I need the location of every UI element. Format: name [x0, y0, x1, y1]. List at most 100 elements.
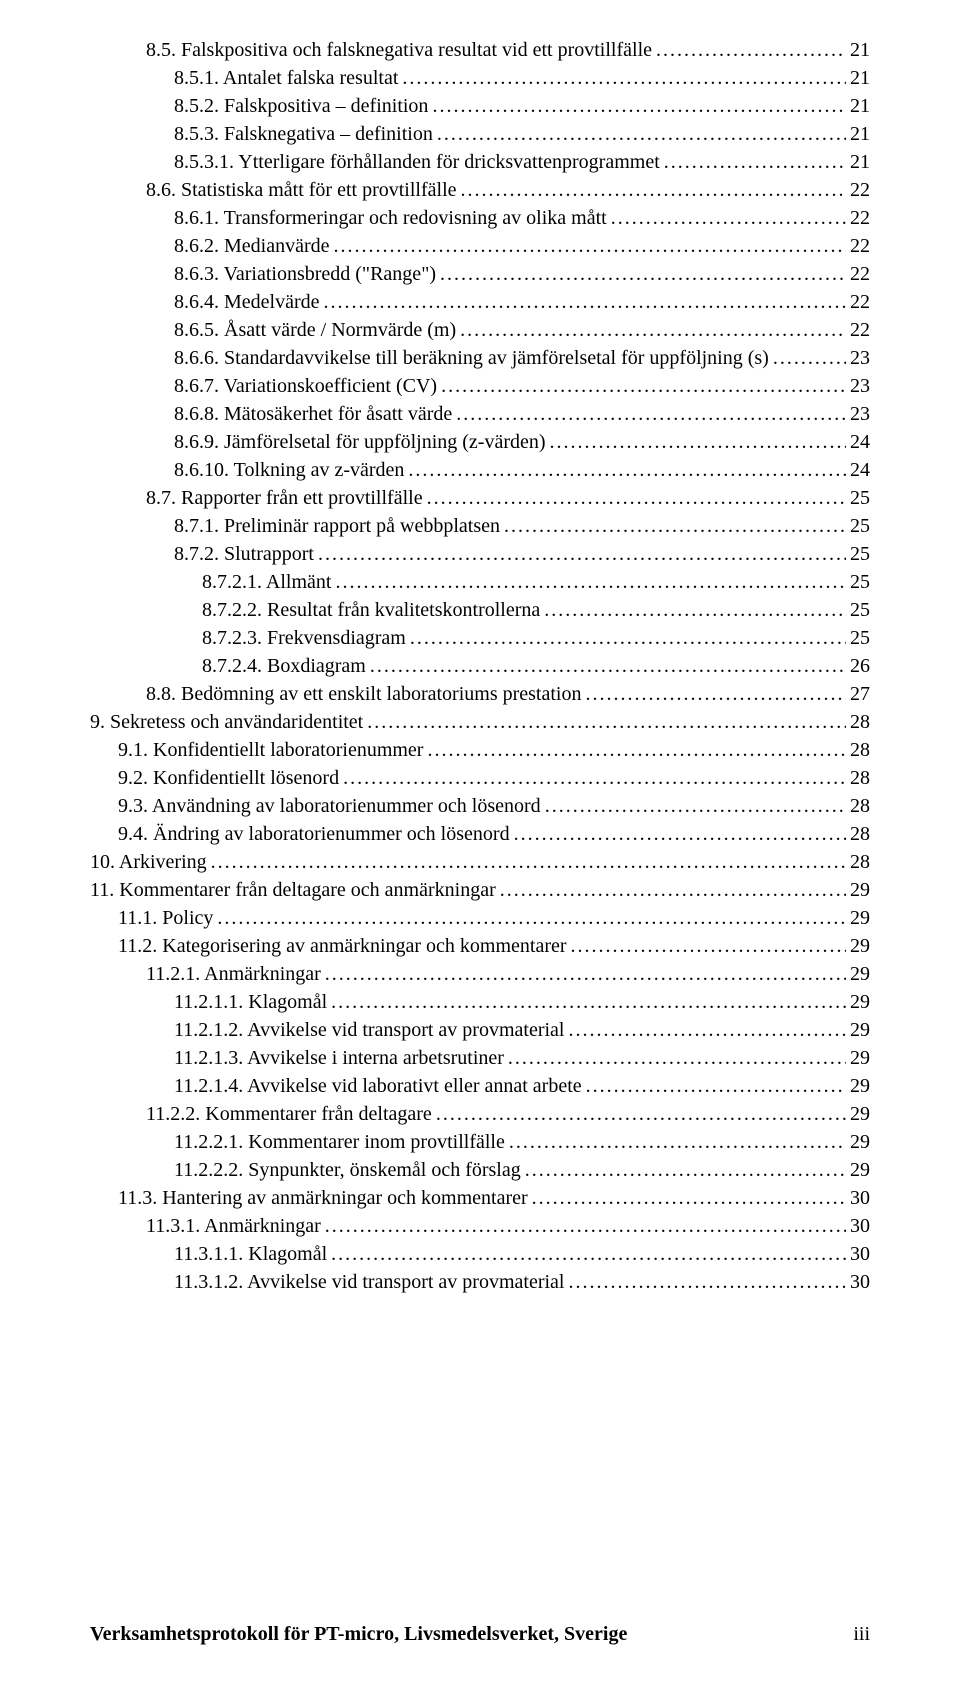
toc-entry-page: 22	[850, 288, 870, 316]
document-page: 8.5. Falskpositiva och falsknegativa res…	[0, 0, 960, 1688]
toc-entry: 8.5. Falskpositiva och falsknegativa res…	[90, 36, 870, 64]
toc-entry-label: 11. Kommentarer från deltagare och anmär…	[90, 876, 496, 904]
toc-leader-dots	[324, 288, 846, 316]
toc-entry-label: 8.5.3. Falsknegativa – definition	[174, 120, 433, 148]
toc-entry-page: 27	[850, 680, 870, 708]
toc-entry: 8.6.7. Variationskoefficient (CV) 23	[90, 372, 870, 400]
toc-entry-label: 11.3.1.1. Klagomål	[174, 1240, 327, 1268]
toc-leader-dots	[664, 148, 846, 176]
toc-entry-page: 22	[850, 204, 870, 232]
toc-entry-label: 8.7.1. Preliminär rapport på webbplatsen	[174, 512, 500, 540]
toc-entry: 11.3.1. Anmärkningar 30	[90, 1212, 870, 1240]
toc-leader-dots	[568, 1016, 846, 1044]
toc-entry-page: 29	[850, 1156, 870, 1184]
toc-entry-page: 23	[850, 400, 870, 428]
page-footer: Verksamhetsprotokoll för PT-micro, Livsm…	[90, 1623, 870, 1646]
toc-entry: 8.6.8. Mätosäkerhet för åsatt värde 23	[90, 400, 870, 428]
toc-entry-label: 8.7. Rapporter från ett provtillfälle	[146, 484, 423, 512]
toc-entry-page: 29	[850, 932, 870, 960]
toc-entry-page: 29	[850, 1072, 870, 1100]
toc-entry: 11.2. Kategorisering av anmärkningar och…	[90, 932, 870, 960]
toc-entry-label: 8.7.2. Slutrapport	[174, 540, 314, 568]
toc-leader-dots	[331, 1240, 846, 1268]
toc-leader-dots	[585, 680, 846, 708]
footer-text: Verksamhetsprotokoll för PT-micro, Livsm…	[90, 1623, 627, 1646]
toc-leader-dots	[568, 1268, 846, 1296]
toc-entry-label: 8.6.4. Medelvärde	[174, 288, 320, 316]
toc-entry: 11.2.1.1. Klagomål 29	[90, 988, 870, 1016]
toc-entry-label: 11.3. Hantering av anmärkningar och komm…	[118, 1184, 528, 1212]
toc-leader-dots	[508, 1044, 846, 1072]
toc-entry-label: 11.2.2.1. Kommentarer inom provtillfälle	[174, 1128, 505, 1156]
toc-entry: 8.7.2.3. Frekvensdiagram 25	[90, 624, 870, 652]
toc-entry-label: 8.6.1. Transformeringar och redovisning …	[174, 204, 607, 232]
toc-entry-label: 9.2. Konfidentiellt lösenord	[118, 764, 339, 792]
toc-entry: 9.4. Ändring av laboratorienummer och lö…	[90, 820, 870, 848]
toc-entry-page: 29	[850, 960, 870, 988]
toc-entry-page: 23	[850, 372, 870, 400]
toc-leader-dots	[509, 1128, 846, 1156]
toc-leader-dots	[410, 624, 846, 652]
toc-entry: 8.6.6. Standardavvikelse till beräkning …	[90, 344, 870, 372]
toc-entry-page: 25	[850, 512, 870, 540]
toc-entry: 8.6.1. Transformeringar och redovisning …	[90, 204, 870, 232]
toc-entry: 11.3.1.2. Avvikelse vid transport av pro…	[90, 1268, 870, 1296]
toc-leader-dots	[532, 1184, 846, 1212]
toc-entry-label: 11.3.1. Anmärkningar	[146, 1212, 321, 1240]
toc-entry-page: 29	[850, 1016, 870, 1044]
table-of-contents: 8.5. Falskpositiva och falsknegativa res…	[90, 36, 870, 1296]
toc-leader-dots	[544, 596, 846, 624]
toc-leader-dots	[318, 540, 846, 568]
toc-entry: 8.5.3.1. Ytterligare förhållanden för dr…	[90, 148, 870, 176]
toc-entry-page: 25	[850, 484, 870, 512]
toc-entry: 8.5.3. Falsknegativa – definition 21	[90, 120, 870, 148]
toc-entry: 11.2.1. Anmärkningar 29	[90, 960, 870, 988]
toc-entry-page: 21	[850, 148, 870, 176]
toc-entry-page: 29	[850, 904, 870, 932]
toc-entry-page: 25	[850, 624, 870, 652]
toc-entry: 8.6.10. Tolkning av z-värden 24	[90, 456, 870, 484]
toc-entry-label: 8.7.2.4. Boxdiagram	[202, 652, 366, 680]
toc-entry-label: 9. Sekretess och användaridentitet	[90, 708, 363, 736]
toc-leader-dots	[436, 1100, 846, 1128]
toc-entry-label: 8.5. Falskpositiva och falsknegativa res…	[146, 36, 652, 64]
toc-entry: 11.2.1.3. Avvikelse i interna arbetsruti…	[90, 1044, 870, 1072]
toc-leader-dots	[461, 176, 847, 204]
toc-entry-page: 28	[850, 848, 870, 876]
toc-leader-dots	[335, 568, 846, 596]
toc-leader-dots	[656, 36, 846, 64]
toc-entry-label: 11.2.1.1. Klagomål	[174, 988, 327, 1016]
toc-entry-page: 30	[850, 1184, 870, 1212]
toc-entry-label: 11.2.1. Anmärkningar	[146, 960, 321, 988]
toc-entry-page: 25	[850, 540, 870, 568]
toc-entry: 10. Arkivering 28	[90, 848, 870, 876]
toc-entry-page: 29	[850, 876, 870, 904]
toc-entry: 8.7.2.2. Resultat från kvalitetskontroll…	[90, 596, 870, 624]
toc-entry-label: 11.1. Policy	[118, 904, 213, 932]
toc-leader-dots	[343, 764, 846, 792]
toc-entry: 11.3. Hantering av anmärkningar och komm…	[90, 1184, 870, 1212]
toc-entry: 9.3. Användning av laboratorienummer och…	[90, 792, 870, 820]
toc-leader-dots	[325, 1212, 846, 1240]
toc-entry-label: 11.2.1.2. Avvikelse vid transport av pro…	[174, 1016, 564, 1044]
toc-entry-label: 8.8. Bedömning av ett enskilt laboratori…	[146, 680, 581, 708]
toc-entry: 9.2. Konfidentiellt lösenord 28	[90, 764, 870, 792]
toc-leader-dots	[550, 428, 846, 456]
toc-entry-page: 28	[850, 820, 870, 848]
toc-entry-label: 9.3. Användning av laboratorienummer och…	[118, 792, 541, 820]
toc-entry: 11.3.1.1. Klagomål 30	[90, 1240, 870, 1268]
toc-leader-dots	[370, 652, 846, 680]
toc-entry-label: 8.6.5. Åsatt värde / Normvärde (m)	[174, 316, 456, 344]
toc-entry: 11.2.2.2. Synpunkter, önskemål och försl…	[90, 1156, 870, 1184]
toc-entry-label: 11.2.1.4. Avvikelse vid laborativt eller…	[174, 1072, 582, 1100]
toc-entry: 11.2.2. Kommentarer från deltagare 29	[90, 1100, 870, 1128]
toc-entry-page: 22	[850, 176, 870, 204]
toc-leader-dots	[441, 372, 846, 400]
toc-entry-page: 21	[850, 120, 870, 148]
toc-entry-label: 8.6. Statistiska mått för ett provtillfä…	[146, 176, 457, 204]
toc-entry-label: 8.5.3.1. Ytterligare förhållanden för dr…	[174, 148, 660, 176]
toc-entry-label: 8.6.8. Mätosäkerhet för åsatt värde	[174, 400, 452, 428]
toc-entry-page: 29	[850, 988, 870, 1016]
toc-entry-label: 8.6.7. Variationskoefficient (CV)	[174, 372, 437, 400]
toc-entry-label: 11.2.1.3. Avvikelse i interna arbetsruti…	[174, 1044, 504, 1072]
